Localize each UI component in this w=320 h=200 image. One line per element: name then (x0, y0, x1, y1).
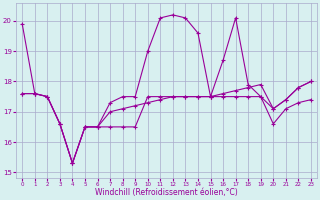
X-axis label: Windchill (Refroidissement éolien,°C): Windchill (Refroidissement éolien,°C) (95, 188, 238, 197)
